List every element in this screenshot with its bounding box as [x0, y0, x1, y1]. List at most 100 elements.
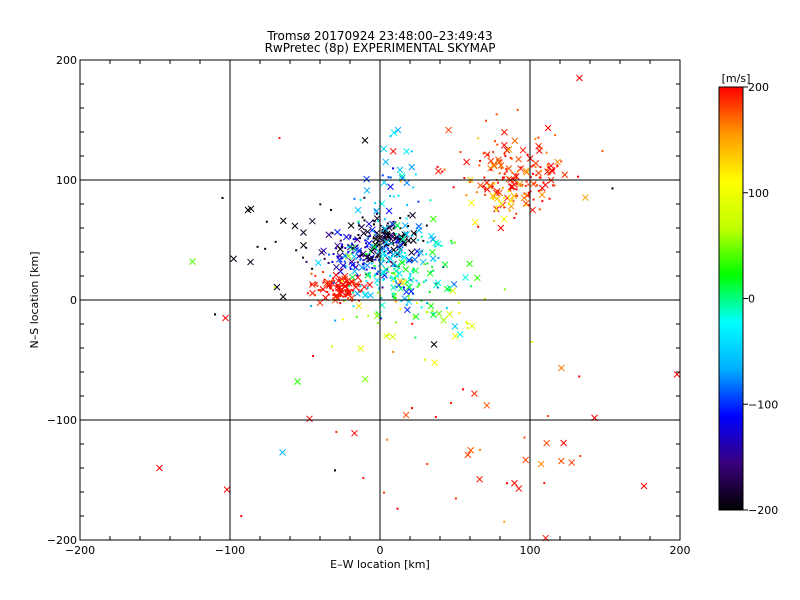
data-point-dot [491, 185, 494, 188]
data-point-cross [468, 322, 476, 330]
data-point-dot [411, 234, 414, 237]
data-point-cross [381, 225, 389, 232]
data-point-dot [323, 257, 326, 260]
data-point-dot [331, 232, 334, 235]
data-point-dot [536, 184, 539, 187]
data-point-cross [379, 268, 387, 276]
data-point-dot [489, 168, 492, 171]
data-point-cross [294, 378, 301, 385]
y-tick-label: 0 [70, 294, 77, 307]
data-point-cross [522, 200, 530, 207]
data-point-dot [363, 196, 366, 199]
data-point-dot [491, 197, 494, 200]
data-point-dot [378, 288, 381, 291]
data-point-cross [367, 291, 374, 299]
data-point-dot [532, 198, 535, 201]
data-point-dot [394, 273, 397, 276]
data-point-cross [430, 341, 438, 348]
data-point-cross [484, 186, 491, 193]
data-point-dot [503, 288, 506, 291]
data-point-dot [547, 166, 550, 169]
data-point-cross [300, 229, 307, 236]
data-point-cross [396, 166, 404, 174]
data-point-cross [432, 239, 440, 247]
data-point-dot [483, 176, 486, 179]
data-point-dot [364, 246, 367, 249]
data-point-dot [352, 281, 355, 284]
data-point-cross [351, 267, 358, 275]
data-point-dot [382, 272, 385, 275]
data-point-cross [412, 313, 420, 320]
data-point-cross [156, 464, 163, 472]
data-point-dot [366, 254, 369, 257]
data-point-dot [331, 280, 334, 283]
data-point-dot [366, 257, 369, 260]
data-point-dot [417, 282, 420, 285]
data-point-dot [367, 235, 370, 238]
data-point-dot [493, 140, 496, 143]
data-point-cross [396, 278, 404, 285]
data-point-cross [349, 273, 356, 281]
data-point-dot [546, 163, 549, 166]
data-point-dot [411, 270, 414, 273]
data-point-cross [535, 142, 542, 150]
data-point-dot [482, 152, 485, 155]
data-point-dot [391, 292, 394, 295]
data-point-dot [398, 235, 401, 238]
data-point-dot [515, 188, 518, 191]
data-point-cross [451, 332, 459, 340]
data-point-dot [450, 239, 453, 242]
data-point-dot [393, 292, 396, 295]
y-tick-label: −200 [47, 534, 77, 547]
data-point-cross [396, 246, 404, 254]
data-point-dot [361, 263, 364, 266]
data-point-dot [394, 293, 397, 296]
data-point-dot [425, 224, 428, 227]
data-point-dot [350, 242, 353, 245]
data-point-cross [291, 222, 299, 230]
data-point-dot [375, 246, 378, 249]
data-point-dot [578, 375, 581, 378]
data-point-cross [529, 180, 537, 188]
data-point-cross [306, 415, 313, 423]
data-point-dot [327, 293, 330, 296]
data-point-dot [379, 224, 382, 227]
data-point-cross [189, 258, 196, 265]
data-point-dot [351, 289, 354, 292]
data-point-cross [483, 179, 491, 187]
data-point-cross [382, 332, 390, 340]
data-point-dot [431, 309, 434, 312]
data-point-cross [451, 323, 459, 330]
data-point-dot [352, 238, 355, 241]
data-point-cross [408, 163, 416, 171]
data-point-cross [476, 475, 483, 483]
data-point-dot [423, 263, 426, 266]
data-point-dot [313, 293, 316, 296]
colorbar-tick-label: 200 [748, 81, 769, 94]
data-point-cross [483, 151, 491, 158]
colorbar [718, 86, 744, 511]
data-point-dot [459, 151, 462, 154]
colorbar-tick-label: 100 [748, 187, 769, 200]
data-point-cross [495, 158, 503, 166]
data-point-dot [368, 235, 371, 238]
data-point-dot [344, 293, 347, 296]
data-point-dot [381, 231, 384, 234]
data-point-dot [392, 295, 395, 298]
data-point-dot [406, 203, 409, 206]
y-axis-label: N–S location [km] [28, 251, 41, 348]
data-point-cross [380, 145, 388, 153]
data-point-dot [515, 173, 518, 176]
data-point-cross [410, 237, 417, 244]
data-point-cross [428, 232, 435, 240]
data-point-cross [345, 252, 352, 260]
data-point-dot [387, 334, 390, 337]
data-point-cross [361, 375, 369, 383]
data-point-dot [492, 181, 495, 184]
data-point-cross [434, 240, 442, 248]
data-point-dot [523, 192, 526, 195]
data-point-dot [369, 274, 372, 277]
data-point-dot [349, 236, 352, 239]
data-point-dot [402, 286, 405, 289]
data-point-dot [525, 180, 528, 183]
